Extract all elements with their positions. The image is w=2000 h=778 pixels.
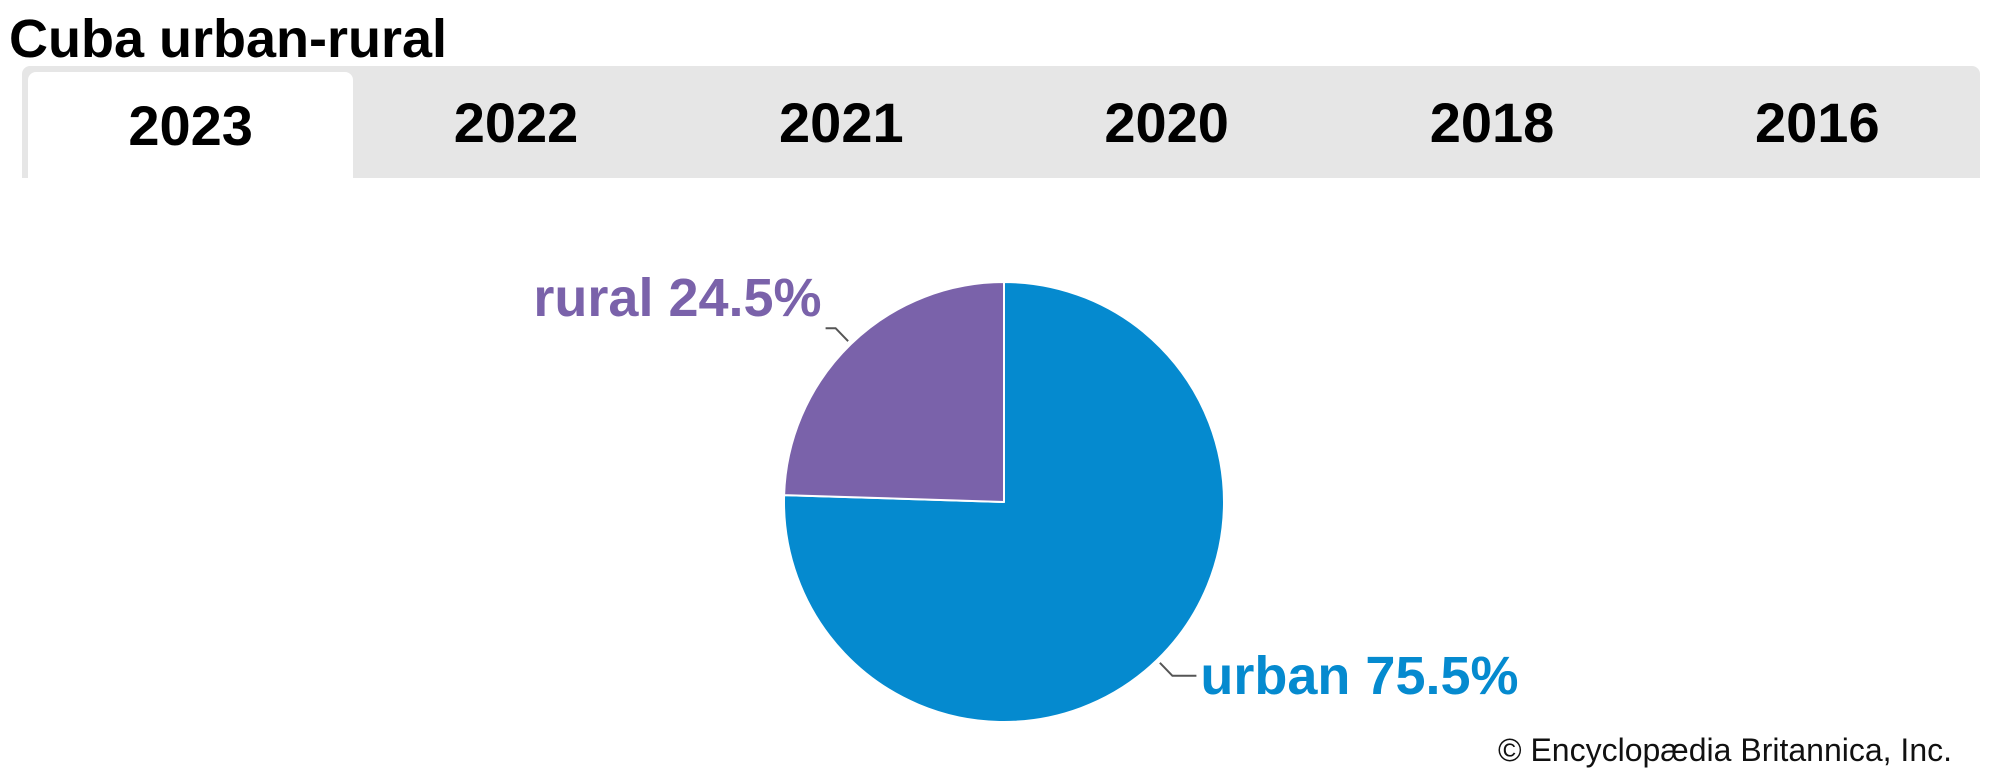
pie-slice-rural xyxy=(783,281,1005,503)
pie-chart-svg: urban 75.5% rural 24.5% xyxy=(533,268,1519,723)
leader-line-urban xyxy=(1159,662,1197,677)
tab-2022[interactable]: 2022 xyxy=(453,90,579,154)
pie-label-rural: rural 24.5% xyxy=(533,268,821,328)
tab-2021[interactable]: 2021 xyxy=(779,90,904,154)
pie-slices xyxy=(783,281,1225,723)
tab-2018[interactable]: 2018 xyxy=(1429,90,1555,154)
leader-line-rural xyxy=(825,327,849,342)
copyright-credit: © Encyclopædia Britannica, Inc. xyxy=(1497,732,1952,768)
pie-labels: urban 75.5% rural 24.5% xyxy=(533,268,1518,706)
year-tab-bar: 2023 2022 2021 2020 2018 2016 xyxy=(22,66,1980,178)
pie-chart: urban 75.5% rural 24.5% xyxy=(0,180,2000,740)
pie-label-urban: urban 75.5% xyxy=(1200,646,1518,706)
tab-2020[interactable]: 2020 xyxy=(1104,90,1229,154)
tab-2016[interactable]: 2016 xyxy=(1755,90,1880,154)
page-title: Cuba urban-rural xyxy=(9,9,448,69)
pie-leader-lines xyxy=(825,327,1197,677)
tab-2023[interactable]: 2023 xyxy=(28,72,354,178)
